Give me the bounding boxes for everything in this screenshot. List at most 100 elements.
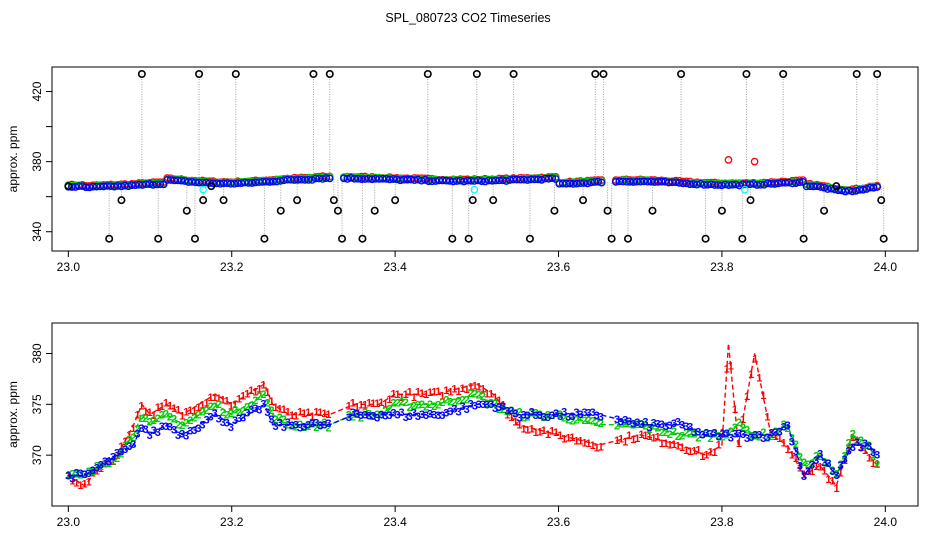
series-marker-2: 2	[651, 421, 657, 433]
blue-point	[611, 178, 620, 186]
blue-point	[756, 180, 765, 189]
series-marker-3: 3	[504, 405, 510, 417]
series-marker-1: 1	[683, 445, 689, 457]
series-marker-2: 2	[586, 415, 592, 427]
flag-point	[154, 234, 163, 243]
series-marker-2: 2	[707, 433, 713, 445]
series-marker-3: 3	[175, 430, 181, 442]
flag-point	[820, 206, 829, 215]
series-marker-1: 1	[789, 449, 795, 461]
blue-point	[513, 175, 521, 184]
series-marker-3: 3	[260, 399, 266, 411]
series-marker-2: 2	[695, 432, 701, 444]
series-marker-3: 3	[663, 421, 669, 433]
series-marker-1: 1	[634, 433, 640, 445]
blue-point	[749, 180, 758, 188]
blue-point	[428, 177, 436, 186]
flag-point	[309, 70, 318, 79]
y-tick-label: 370	[30, 445, 44, 465]
series-marker-2: 2	[86, 466, 92, 478]
blue-point	[255, 178, 263, 187]
blue-point	[707, 180, 716, 189]
chart-title: SPL_080723 CO2 Timeseries	[385, 11, 550, 25]
blue-point	[279, 176, 288, 185]
blue-point	[509, 175, 518, 184]
blue-point	[484, 176, 493, 185]
series-marker-1: 1	[825, 474, 831, 486]
series-marker-2: 2	[825, 458, 831, 470]
series-marker-2: 2	[301, 422, 307, 434]
blue-point	[195, 178, 203, 187]
series-marker-2: 2	[171, 414, 177, 426]
series-marker-1: 1	[273, 402, 279, 414]
blue-point	[590, 178, 599, 186]
series-marker-3: 3	[114, 448, 120, 460]
series-marker-3: 3	[626, 416, 632, 428]
series-marker-1: 1	[403, 389, 409, 401]
series-marker-2: 2	[208, 401, 214, 413]
blue-point	[251, 178, 260, 187]
blue-point	[400, 175, 408, 184]
blue-point	[453, 177, 461, 185]
series-marker-2: 2	[175, 419, 181, 431]
series-marker-1: 1	[659, 438, 665, 450]
series-marker-2: 2	[594, 417, 600, 429]
blue-point	[491, 176, 500, 185]
series-marker-3: 3	[313, 417, 319, 429]
series-marker-2: 2	[793, 439, 799, 451]
blue-point	[258, 178, 267, 186]
series-marker-2: 2	[671, 426, 677, 438]
series-marker-1: 1	[419, 388, 425, 400]
blue-point	[357, 175, 366, 183]
series-marker-2: 2	[646, 424, 652, 436]
blue-point	[364, 174, 373, 183]
series-marker-1: 1	[191, 405, 197, 417]
series-marker-2: 2	[565, 414, 571, 426]
blue-point	[82, 183, 90, 192]
flag-point	[333, 206, 342, 215]
series-marker-3: 3	[756, 429, 762, 441]
blue-point	[640, 177, 648, 186]
series-marker-1: 1	[114, 450, 120, 462]
blue-point	[297, 175, 306, 184]
series-marker-3: 3	[346, 412, 352, 424]
series-marker-1: 1	[220, 395, 226, 407]
series-marker-3: 3	[248, 405, 254, 417]
flag-point	[325, 70, 334, 79]
series-marker-1: 1	[699, 451, 705, 463]
series-marker-3: 3	[82, 469, 88, 481]
blue-point	[308, 176, 316, 184]
series-marker-2: 2	[744, 424, 750, 436]
blue-point	[753, 181, 761, 189]
blue-point	[121, 181, 129, 190]
series-marker-3: 3	[86, 468, 92, 480]
bottom-panel: 23.0 23.2 23.4 23.6 23.8 24.0 370 375 380 approx.…	[6, 322, 919, 529]
blue-point	[558, 179, 567, 188]
blue-point	[647, 177, 655, 186]
top-data	[64, 70, 888, 243]
series-marker-3: 3	[813, 455, 819, 467]
series-marker-1: 1	[622, 436, 628, 448]
series-marker-3: 3	[508, 406, 514, 418]
series-marker-2: 2	[102, 459, 108, 471]
series-marker-1: 1	[748, 369, 754, 381]
series-marker-1: 1	[350, 398, 356, 410]
series-marker-3: 3	[143, 424, 149, 436]
series-marker-1: 1	[594, 442, 600, 454]
series-marker-1: 1	[720, 427, 726, 439]
blue-point	[693, 180, 701, 189]
series-marker-3: 3	[748, 432, 754, 444]
blue-point	[287, 175, 295, 184]
series-marker-2: 2	[464, 394, 470, 406]
series-marker-1: 1	[252, 387, 258, 399]
blue-point	[85, 183, 94, 192]
series-marker-2: 2	[785, 423, 791, 435]
series-marker-2: 2	[126, 434, 132, 446]
series-marker-1: 1	[183, 406, 189, 418]
series-marker-1: 1	[821, 466, 827, 478]
series-marker-2: 2	[236, 407, 242, 419]
series-marker-1: 1	[675, 440, 681, 452]
blue-point	[686, 180, 694, 189]
series-marker-3: 3	[187, 425, 193, 437]
series-marker-3: 3	[208, 411, 214, 423]
